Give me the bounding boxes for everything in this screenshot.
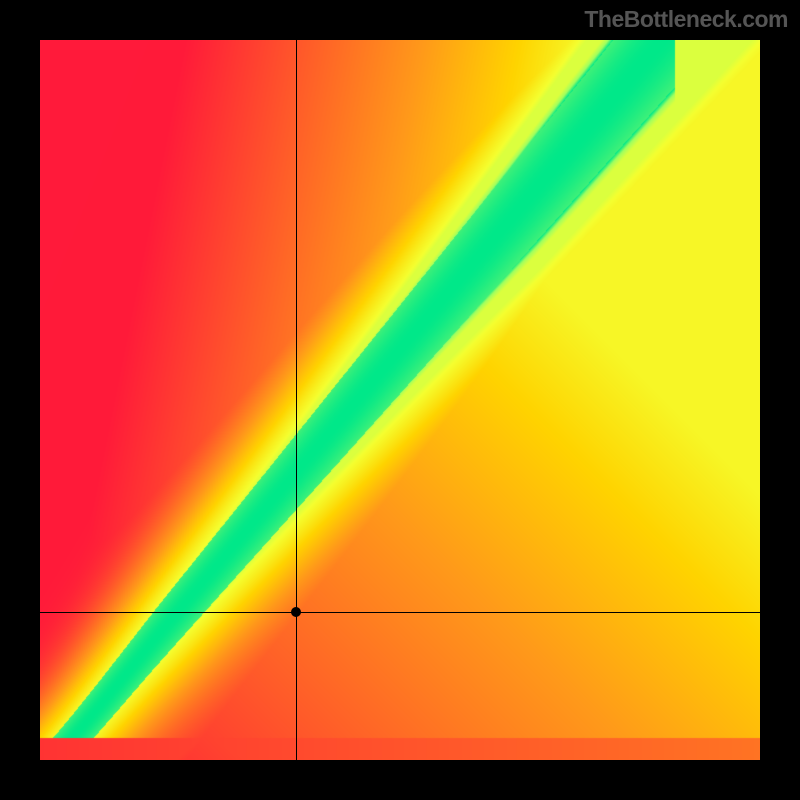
watermark-label: TheBottleneck.com	[584, 6, 788, 33]
figure-container: TheBottleneck.com	[0, 0, 800, 800]
heatmap-canvas	[40, 40, 760, 760]
crosshair-vertical	[296, 40, 297, 760]
crosshair-marker	[291, 607, 301, 617]
plot-area	[40, 40, 760, 760]
crosshair-horizontal	[40, 612, 760, 613]
